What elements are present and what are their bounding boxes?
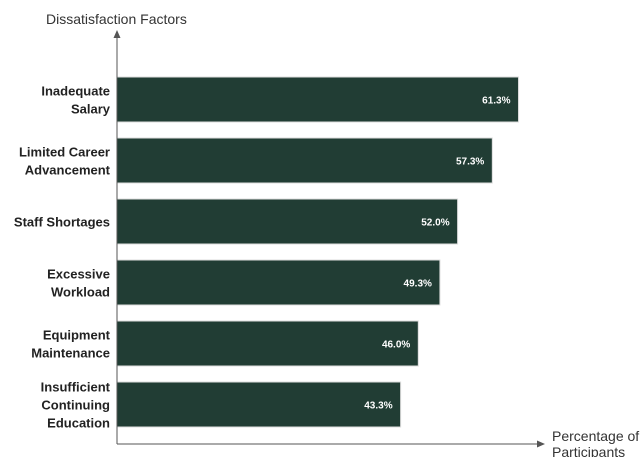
category-label: Equipment Maintenance (31, 328, 110, 361)
category-label: Staff Shortages (14, 215, 110, 230)
bar-value-label: 46.0% (382, 340, 410, 351)
x-axis-arrowhead (537, 440, 545, 448)
y-axis-title: Dissatisfaction Factors (46, 11, 187, 27)
category-label-line: Insufficient (41, 380, 111, 395)
x-axis-title-line-1: Percentage of (552, 428, 639, 444)
bar-2 (116, 137, 493, 184)
category-label-line: Excessive (47, 267, 110, 282)
category-label-line: Education (47, 416, 110, 431)
x-axis-title: Percentage of Participants (552, 428, 640, 457)
category-label-line: Continuing (41, 398, 110, 413)
category-label-line: Maintenance (31, 346, 110, 361)
category-label-line: Advancement (25, 163, 111, 178)
bar-value-label: 43.3% (364, 401, 392, 412)
category-label-line: Inadequate (41, 84, 110, 99)
bars-group (116, 76, 520, 428)
bar-value-label: 61.3% (482, 96, 510, 107)
bar-1 (116, 76, 520, 123)
bar-3 (116, 198, 459, 245)
category-label: Insufficient Continuing Education (41, 380, 111, 431)
bar-5 (116, 320, 419, 367)
category-labels-group: Inadequate Salary Limited Career Advancemen… (14, 84, 111, 431)
category-label: Inadequate Salary (41, 84, 110, 117)
category-label-line: Staff Shortages (14, 215, 110, 230)
bar-value-label: 52.0% (421, 218, 449, 229)
bar-value-label: 57.3% (456, 157, 484, 168)
y-axis-arrowhead (113, 30, 121, 38)
bar-value-label: 49.3% (404, 279, 432, 290)
category-label-line: Equipment (43, 328, 111, 343)
category-label: Excessive Workload (47, 267, 110, 300)
x-axis-title-line-2: Participants (552, 444, 625, 457)
category-label-line: Salary (71, 102, 111, 117)
value-labels-group: 61.3% 57.3% 52.0% 49.3% 46.0% 43.3% (364, 96, 510, 412)
bar-6 (116, 381, 402, 428)
category-label-line: Limited Career (19, 145, 110, 160)
bar-4 (116, 259, 441, 306)
category-label: Limited Career Advancement (19, 145, 111, 178)
category-label-line: Workload (51, 285, 110, 300)
